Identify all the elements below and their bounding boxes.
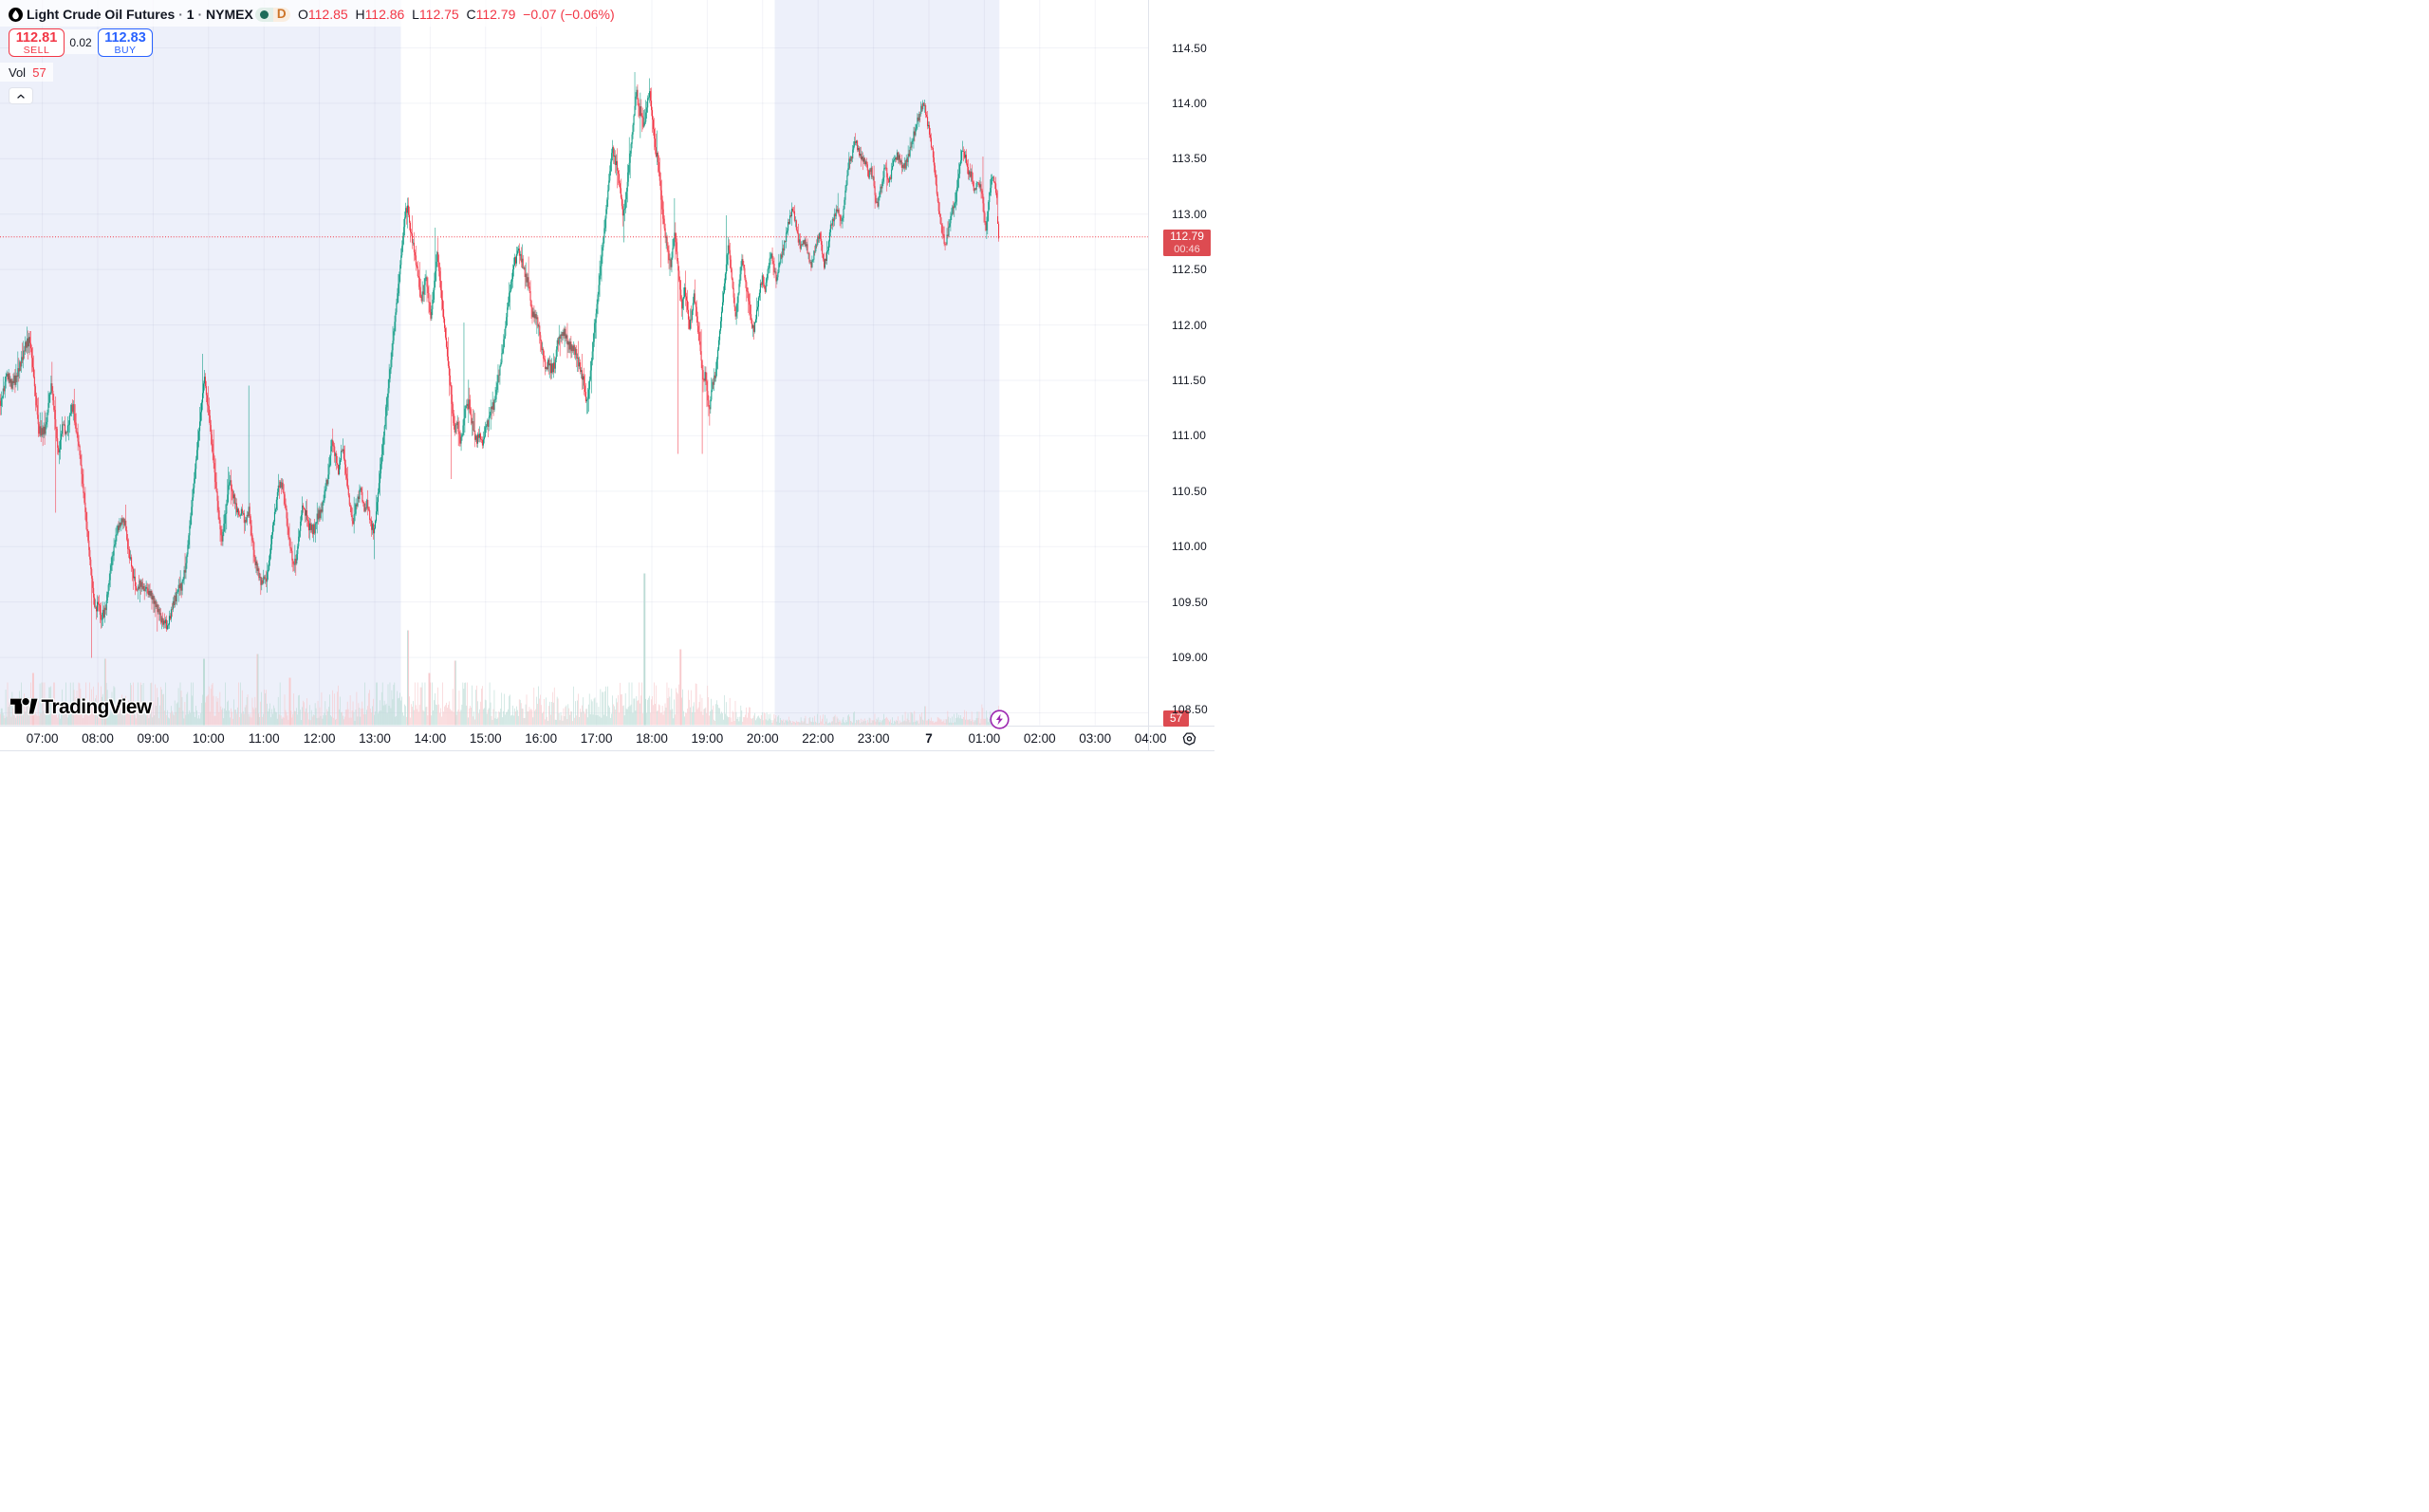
- svg-text:TradingView: TradingView: [41, 698, 152, 718]
